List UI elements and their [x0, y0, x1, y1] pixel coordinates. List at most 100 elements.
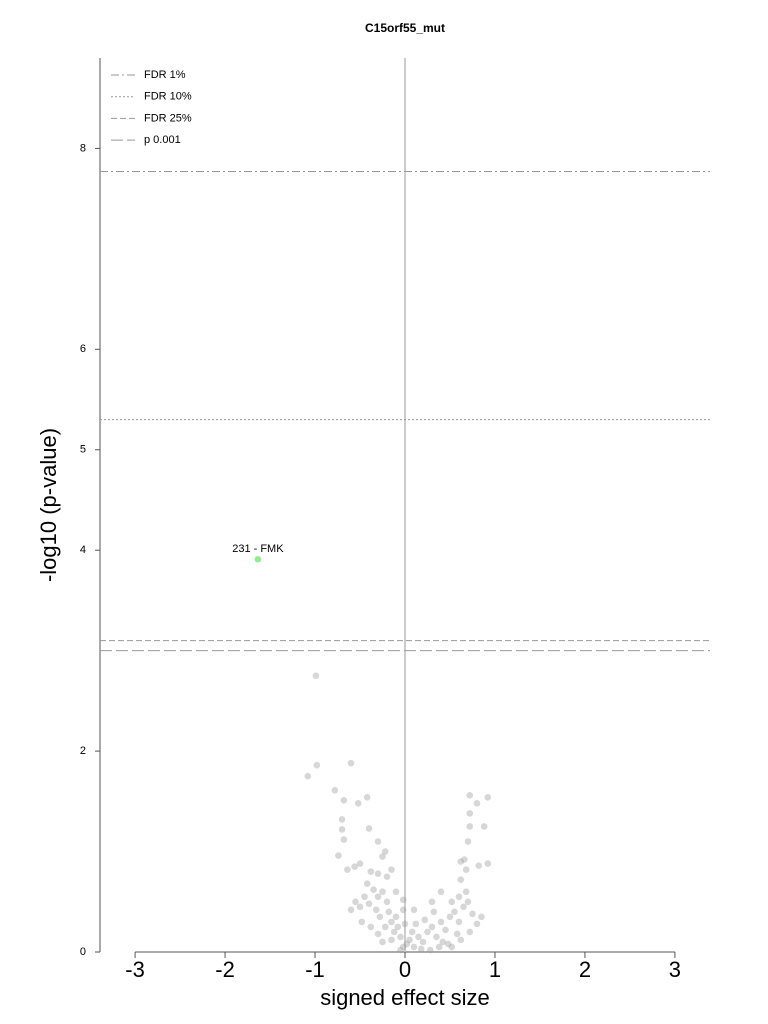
point — [437, 888, 445, 896]
point — [335, 852, 342, 859]
point — [388, 866, 395, 873]
point — [439, 938, 447, 946]
point — [399, 896, 407, 904]
point — [367, 923, 375, 931]
point — [358, 918, 366, 926]
point — [435, 943, 443, 951]
point — [340, 836, 348, 843]
point — [457, 936, 465, 944]
y-axis-label: -log10 (p-value) — [36, 428, 61, 582]
point — [370, 886, 377, 894]
point — [394, 923, 402, 931]
x-tick-label: 3 — [669, 957, 681, 982]
point — [430, 908, 438, 916]
highlight-point — [254, 555, 262, 563]
point — [374, 838, 382, 845]
point — [383, 873, 391, 880]
point — [363, 794, 371, 801]
x-tick-label: 0 — [399, 957, 411, 982]
point — [352, 898, 359, 906]
point — [381, 848, 389, 855]
point — [428, 923, 436, 931]
point — [464, 838, 472, 845]
point — [390, 928, 398, 936]
point — [361, 893, 368, 901]
point — [473, 800, 481, 807]
point — [433, 933, 440, 941]
point — [312, 672, 320, 680]
point — [388, 918, 395, 926]
point — [412, 920, 420, 928]
point — [331, 786, 339, 794]
point — [466, 928, 474, 936]
point — [442, 926, 449, 934]
point — [374, 930, 382, 938]
point — [356, 903, 364, 911]
point — [381, 923, 389, 931]
point — [428, 898, 436, 906]
point — [399, 906, 407, 914]
point — [417, 945, 425, 953]
x-tick-label: -2 — [215, 957, 235, 982]
point — [464, 898, 472, 906]
point — [410, 943, 418, 951]
y-tick-label: 5 — [80, 444, 86, 456]
point — [446, 913, 454, 921]
legend-label: FDR 25% — [144, 112, 192, 124]
point — [338, 826, 346, 833]
point — [466, 810, 474, 817]
point — [473, 920, 481, 928]
point — [455, 893, 463, 901]
point — [340, 797, 348, 804]
point — [410, 906, 418, 914]
point — [365, 825, 373, 832]
point — [484, 860, 492, 867]
point — [397, 933, 404, 941]
point — [466, 823, 474, 830]
point — [392, 888, 400, 896]
point — [376, 913, 384, 921]
point — [469, 910, 476, 918]
point — [313, 761, 321, 769]
chart-title: C15orf55_mut — [365, 21, 445, 35]
point — [379, 938, 386, 946]
point — [356, 860, 364, 867]
point — [383, 898, 391, 906]
legend-label: FDR 1% — [144, 69, 186, 81]
point — [399, 943, 407, 951]
x-tick-label: -3 — [125, 957, 145, 982]
point — [403, 940, 411, 948]
y-tick-label: 2 — [80, 745, 86, 757]
point — [374, 870, 382, 877]
point — [385, 908, 393, 916]
point — [347, 759, 355, 767]
point — [344, 866, 351, 873]
point — [460, 903, 467, 911]
point — [455, 918, 463, 926]
point — [372, 906, 380, 914]
point — [401, 920, 409, 928]
point — [451, 908, 458, 916]
point — [415, 933, 422, 941]
point — [461, 856, 468, 863]
x-tick-label: 1 — [489, 957, 501, 982]
point — [347, 906, 355, 914]
point — [457, 876, 465, 883]
y-tick-label: 0 — [80, 946, 86, 958]
point — [406, 936, 413, 944]
point — [419, 938, 427, 946]
point — [475, 862, 483, 869]
point — [462, 866, 470, 873]
point — [424, 928, 431, 936]
point — [304, 772, 312, 780]
y-tick-label: 8 — [80, 142, 86, 154]
point — [374, 893, 382, 901]
point — [444, 940, 452, 948]
point-label: 231 - FMK — [232, 543, 284, 555]
point — [388, 936, 395, 944]
x-tick-label: 2 — [579, 957, 591, 982]
x-tick-label: -1 — [305, 957, 325, 982]
point — [363, 880, 371, 887]
point — [426, 946, 434, 954]
